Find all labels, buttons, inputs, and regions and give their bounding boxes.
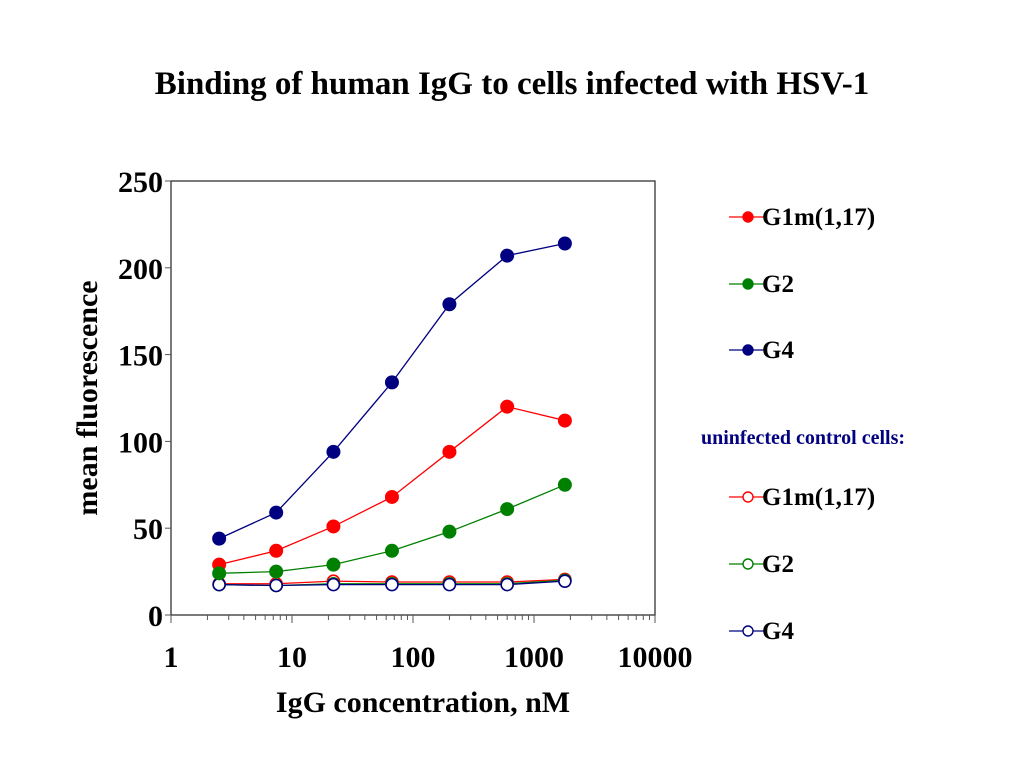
plot-frame bbox=[170, 180, 656, 616]
legend-item: G2 bbox=[729, 271, 794, 298]
legend-marker bbox=[742, 558, 754, 570]
chart-title: Binding of human IgG to cells infected w… bbox=[154, 66, 870, 102]
legend-label: G4 bbox=[762, 618, 794, 645]
data-point bbox=[558, 574, 572, 588]
data-point bbox=[385, 577, 399, 592]
data-point bbox=[384, 543, 399, 558]
legend-item: G1m(1,17) bbox=[729, 204, 875, 231]
y-tick-label: 0 bbox=[148, 600, 163, 633]
data-point bbox=[500, 502, 515, 517]
series-infected-g1m-1-17- bbox=[212, 399, 572, 572]
legend-item: G4 bbox=[729, 337, 794, 364]
axes: 0 50 100 150 200 250 1 10 100 1000 10000 IgG concen… bbox=[71, 166, 693, 719]
data-point bbox=[384, 375, 399, 390]
y-tick-label: 100 bbox=[118, 426, 163, 459]
data-point bbox=[384, 489, 399, 504]
data-point bbox=[326, 577, 341, 592]
series-infected-g4 bbox=[212, 236, 572, 546]
legend-subtitle: uninfected control cells: bbox=[701, 427, 905, 449]
series-infected-g2 bbox=[212, 477, 572, 581]
y-tick-label: 50 bbox=[133, 513, 163, 546]
legend-label: G2 bbox=[762, 271, 794, 298]
legend-label: G1m(1,17) bbox=[762, 484, 875, 511]
data-point bbox=[326, 557, 341, 572]
legend-marker bbox=[742, 278, 754, 290]
plot-marks bbox=[212, 236, 572, 593]
legend-marker bbox=[742, 625, 754, 637]
data-point bbox=[442, 577, 457, 592]
data-point bbox=[442, 297, 457, 312]
legend-item: G4 bbox=[729, 618, 794, 645]
data-point bbox=[500, 577, 514, 592]
data-point bbox=[500, 399, 515, 414]
data-point bbox=[326, 444, 341, 459]
x-tick-label: 100 bbox=[391, 641, 436, 674]
legend: G1m(1,17) G2 G4 G1m(1,17) G2 G4 uninfected con… bbox=[701, 204, 905, 645]
legend-item: G1m(1,17) bbox=[729, 484, 875, 511]
data-point bbox=[442, 524, 457, 539]
data-point bbox=[269, 505, 284, 520]
legend-marker bbox=[742, 211, 754, 223]
series-line bbox=[218, 405, 566, 566]
x-tick-label: 10000 bbox=[618, 641, 693, 674]
data-point bbox=[269, 564, 284, 579]
series-uninfected-g4 bbox=[212, 574, 572, 593]
legend-item: G2 bbox=[729, 551, 794, 578]
x-axis-label: IgG concentration, nM bbox=[276, 686, 570, 719]
data-point bbox=[442, 444, 457, 459]
legend-marker bbox=[742, 491, 754, 503]
data-point bbox=[557, 477, 572, 492]
y-axis-label: mean fluorescence bbox=[71, 280, 104, 515]
y-tick-label: 250 bbox=[118, 166, 163, 199]
data-point bbox=[269, 578, 283, 593]
data-point bbox=[557, 413, 572, 428]
x-tick-label: 10 bbox=[277, 641, 307, 674]
data-point bbox=[500, 248, 515, 263]
data-point bbox=[212, 566, 227, 581]
legend-label: G2 bbox=[762, 551, 794, 578]
data-point bbox=[557, 236, 572, 251]
legend-marker bbox=[742, 344, 754, 356]
legend-label: G1m(1,17) bbox=[762, 204, 875, 231]
legend-label: G4 bbox=[762, 337, 794, 364]
y-tick-label: 200 bbox=[118, 253, 163, 286]
y-tick-label: 150 bbox=[118, 340, 163, 373]
data-point bbox=[212, 577, 226, 592]
data-point bbox=[269, 543, 284, 558]
data-point bbox=[326, 519, 341, 534]
x-tick-label: 1000 bbox=[504, 641, 564, 674]
x-tick-label: 1 bbox=[164, 641, 179, 674]
data-point bbox=[212, 531, 227, 546]
